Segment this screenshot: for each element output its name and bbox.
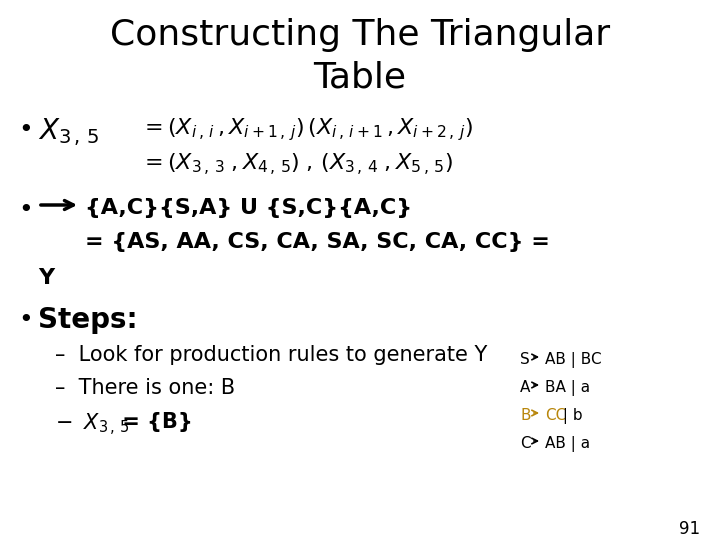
Text: Constructing The Triangular: Constructing The Triangular — [110, 18, 610, 52]
Text: CC: CC — [545, 408, 566, 423]
Text: AB | BC: AB | BC — [545, 352, 602, 368]
Text: –  There is one: B: – There is one: B — [55, 378, 235, 398]
Text: B: B — [520, 408, 531, 423]
Text: –  Look for production rules to generate Y: – Look for production rules to generate … — [55, 345, 487, 365]
Text: S: S — [520, 352, 530, 367]
Text: = {B}: = {B} — [115, 412, 193, 432]
Text: BA | a: BA | a — [545, 380, 590, 396]
Text: $X_{3\,,\,5}$: $X_{3\,,\,5}$ — [38, 116, 99, 148]
Text: Steps:: Steps: — [38, 306, 138, 334]
Text: •: • — [18, 308, 32, 332]
Text: Y: Y — [38, 268, 54, 288]
Text: A: A — [520, 380, 531, 395]
Text: AB | a: AB | a — [545, 436, 590, 452]
Text: C: C — [520, 436, 531, 451]
Text: •: • — [18, 198, 32, 222]
Text: {A,C}{S,A} U {S,C}{A,C}: {A,C}{S,A} U {S,C}{A,C} — [85, 198, 412, 218]
Text: •: • — [18, 118, 32, 142]
Text: $-\;\;X_{3\,,\,5}$: $-\;\;X_{3\,,\,5}$ — [55, 412, 130, 438]
Text: $= (X_{3\,,\,3}\;,X_{4\,,\,5})\;,\,(X_{3\,,\,4}\;,X_{5\,,\,5})$: $= (X_{3\,,\,3}\;,X_{4\,,\,5})\;,\,(X_{3… — [140, 152, 453, 178]
Text: | b: | b — [558, 408, 582, 424]
Text: 91: 91 — [679, 520, 700, 538]
Text: = {AS, AA, CS, CA, SA, SC, CA, CC} =: = {AS, AA, CS, CA, SA, SC, CA, CC} = — [85, 232, 550, 252]
Text: $= (X_{i\,,\,i}\,,X_{i+1\,,\,j})\,(X_{i\,,\,i+1}\,,X_{i+2\,,\,j})$: $= (X_{i\,,\,i}\,,X_{i+1\,,\,j})\,(X_{i\… — [140, 116, 473, 143]
Text: Table: Table — [313, 60, 407, 94]
